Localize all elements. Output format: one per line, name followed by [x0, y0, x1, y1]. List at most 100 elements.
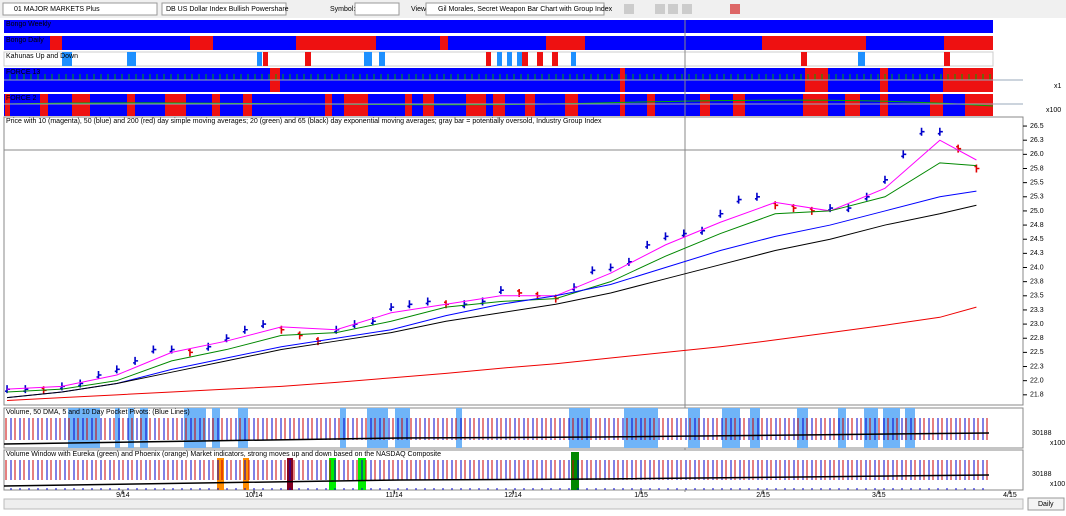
- tool-button[interactable]: [730, 4, 740, 14]
- period-button[interactable]: [1027, 497, 1065, 511]
- price-bar: [297, 331, 303, 340]
- price-bar: [425, 297, 431, 306]
- y-tick-label: 23.0: [1030, 321, 1044, 328]
- price-bar: [864, 192, 870, 201]
- watchlist: 01 MAJOR MARKETS Plus: [14, 6, 100, 13]
- panel-label: Volume, 50 DMA, 5 and 10 Day Pocket Pivo…: [6, 409, 190, 416]
- symbol-label: Symbol:: [330, 6, 355, 13]
- price-bar: [700, 226, 706, 235]
- panel-label: Kahunas Up and Down: [6, 53, 78, 60]
- x-tick-label: 2/15: [756, 492, 770, 499]
- panel-label: FORCE 2: [6, 95, 36, 102]
- view-select[interactable]: [425, 2, 605, 16]
- red-blocks: [263, 52, 950, 66]
- force-13-bars: [4, 70, 993, 80]
- watchlist-select[interactable]: [2, 2, 158, 16]
- y-tick-label: 22.8: [1030, 335, 1044, 342]
- zoom-button[interactable]: [682, 4, 692, 14]
- volume-bars: [4, 418, 989, 448]
- y-tick-label: 23.8: [1030, 278, 1044, 285]
- x-tick-label: 3/15: [872, 492, 886, 499]
- y-tick-label: 23.5: [1030, 293, 1044, 300]
- price-bar: [206, 342, 212, 351]
- price-bar: [846, 204, 852, 213]
- y-tick-label: 25.8: [1030, 165, 1044, 172]
- price-bar: [901, 150, 907, 159]
- view-label: View:: [411, 6, 428, 13]
- y-tick-label: 22.3: [1030, 363, 1044, 370]
- panel-scale: x100: [1050, 481, 1065, 488]
- x-tick-label: 9/14: [116, 492, 130, 499]
- panel-scale: x100: [1046, 107, 1061, 114]
- y-tick-label: 25.5: [1030, 179, 1044, 186]
- price-bar: [718, 209, 724, 218]
- y-tick-label: 26.3: [1030, 137, 1044, 144]
- price-bar: [590, 266, 596, 275]
- price-bar: [736, 195, 742, 204]
- x-tick-label: 12/14: [504, 492, 522, 499]
- chart-title: Price with 10 (magenta), 50 (blue) and 2…: [6, 118, 602, 125]
- price-bar: [151, 345, 157, 354]
- panel-label: FORCE 13: [6, 69, 40, 76]
- price-bar: [407, 300, 413, 309]
- price-panel: [3, 116, 1024, 406]
- bongo-daily: [4, 36, 993, 50]
- price-bar: [389, 303, 395, 312]
- price-bar: [681, 229, 687, 238]
- y-tick-label: 25.3: [1030, 194, 1044, 201]
- price-bar: [187, 348, 193, 357]
- price-bar: [96, 371, 102, 380]
- panel-label: Bongo Daily: [6, 37, 44, 44]
- y-tick-label: 24.0: [1030, 264, 1044, 271]
- red-blocks: [50, 36, 993, 50]
- symbol-select[interactable]: [161, 2, 287, 16]
- price-bar: [114, 365, 120, 374]
- price-bar: [956, 144, 962, 153]
- indicator-panels: Bongo Weekly Bongo Daily Kahunas Up and …: [3, 20, 1062, 116]
- zoom-button[interactable]: [668, 4, 678, 14]
- price-bar: [937, 127, 943, 136]
- scrollbar[interactable]: [3, 498, 1024, 510]
- volume-bars: [4, 460, 989, 490]
- moving-average: [7, 306, 977, 401]
- price-bar: [919, 127, 925, 136]
- moving-average: [7, 162, 977, 393]
- price-bar: [754, 192, 760, 201]
- y-tick-label: 24.5: [1030, 236, 1044, 243]
- symbol-input[interactable]: [354, 2, 400, 16]
- price-bar: [498, 286, 504, 295]
- toolbar: 01 MAJOR MARKETS Plus DB US Dollar Index…: [0, 0, 1066, 18]
- y-tick-label: 22.5: [1030, 349, 1044, 356]
- price-bar: [608, 263, 614, 272]
- volume-average: [3, 432, 990, 445]
- zoom-button[interactable]: [655, 4, 665, 14]
- moving-average: [6, 190, 977, 399]
- x-tick-label: 1/15: [634, 492, 648, 499]
- bongo-weekly: [4, 20, 993, 33]
- period: Daily: [1038, 501, 1054, 508]
- price-bar: [882, 175, 888, 184]
- view: Gil Morales, Secret Weapon Bar Chart wit…: [438, 6, 613, 13]
- panel-label: Volume Window with Eureka (green) and Ph…: [6, 451, 441, 458]
- volume-average: [3, 474, 990, 487]
- price-bar: [133, 356, 139, 365]
- blue-blocks: [62, 52, 865, 66]
- x-tick-label: 10/14: [245, 492, 263, 499]
- price-plot: 26.5 26.3 26.0 25.8 25.5 25.3 25.0 24.8 24.5 24.3…: [5, 123, 1044, 499]
- price-bar: [645, 240, 651, 249]
- y-tick-label: 24.3: [1030, 250, 1044, 257]
- tool-button[interactable]: [624, 4, 634, 14]
- y-tick-label: 25.0: [1030, 208, 1044, 215]
- panel-label: Bongo Weekly: [6, 21, 52, 28]
- moving-average: [6, 204, 977, 399]
- price-bar: [663, 232, 669, 241]
- y-tick-label: 26.0: [1030, 151, 1044, 158]
- volume-level: 30188: [1032, 430, 1052, 437]
- x-tick-label: 11/14: [386, 492, 403, 499]
- y-tick-label: 21.8: [1030, 392, 1044, 399]
- panel-scale: x1: [1054, 83, 1062, 90]
- symbol-name: DB US Dollar Index Bullish Powershare: [166, 6, 289, 13]
- y-tick-label: 23.3: [1030, 307, 1044, 314]
